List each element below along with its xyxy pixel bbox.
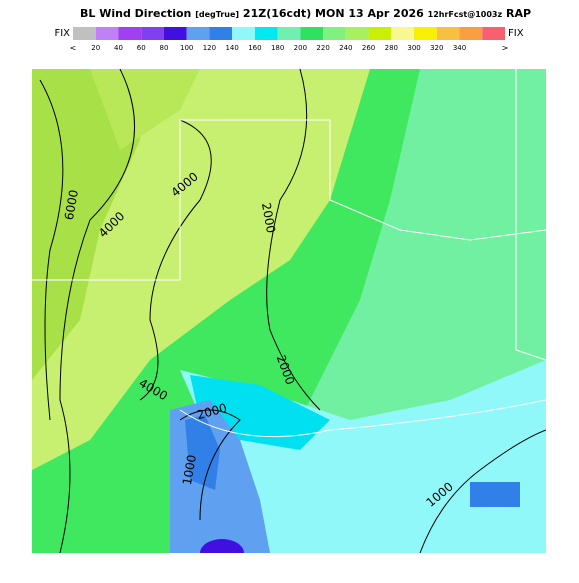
- region: [200, 539, 244, 553]
- contour-label: 1000: [180, 454, 199, 487]
- legend-swatch: [345, 27, 369, 40]
- legend-tick: 280: [385, 44, 398, 52]
- region: [470, 482, 520, 507]
- legend-end: >: [502, 44, 509, 53]
- legend-tick: 20: [91, 44, 100, 52]
- legend-swatch: [368, 27, 392, 40]
- legend-label: FIX: [54, 28, 70, 39]
- legend-swatch: [163, 27, 187, 40]
- legend-tick: 180: [271, 44, 284, 52]
- contour-label: 2000: [259, 202, 278, 235]
- legend-swatch: [277, 27, 301, 40]
- contours: [39, 69, 546, 553]
- legend-label: FIX: [508, 28, 524, 39]
- legend-tick: 220: [316, 44, 329, 52]
- legend-tick: 340: [453, 44, 466, 52]
- legend-tick: 300: [407, 44, 420, 52]
- title: BL Wind Direction [degTrue] 21Z(16cdt) M…: [80, 7, 531, 20]
- forecast: 12hrFcst@1003z: [428, 10, 503, 19]
- borders: [32, 69, 546, 438]
- contour-label: 6000: [62, 189, 81, 222]
- legend-tick: 60: [137, 44, 146, 52]
- legend-tick: 40: [114, 44, 123, 52]
- legend-swatch: [232, 27, 255, 40]
- title-main: BL Wind Direction: [80, 7, 191, 20]
- legend-swatch: [95, 27, 119, 40]
- region: [90, 69, 200, 150]
- legend-swatch: [391, 27, 415, 40]
- legend-swatch: [73, 27, 96, 40]
- legend-swatch: [254, 27, 278, 40]
- legend-tick: 260: [362, 44, 375, 52]
- legend: 20 40 60 80 100 120 140 160 180 200 220 240 260 280 30…: [54, 27, 524, 53]
- legend-tick: 100: [180, 44, 193, 52]
- legend-swatch: [323, 27, 346, 40]
- legend-swatch: [209, 27, 233, 40]
- legend-tick: 140: [225, 44, 238, 52]
- units: [degTrue]: [195, 10, 239, 19]
- legend-tick: 120: [203, 44, 216, 52]
- model: RAP: [506, 7, 531, 20]
- valid-time: 21Z(16cdt) MON 13 Apr 2026: [243, 7, 424, 20]
- legend-swatch: [141, 27, 164, 40]
- legend-swatch: [300, 27, 324, 40]
- legend-tick: 200: [294, 44, 307, 52]
- legend-tick: 320: [430, 44, 443, 52]
- legend-tick: 160: [248, 44, 261, 52]
- legend-end: <: [70, 44, 77, 53]
- legend-swatch: [118, 27, 142, 40]
- legend-swatch: [436, 27, 460, 40]
- legend-swatch: [186, 27, 210, 40]
- legend-swatch: [482, 27, 505, 40]
- legend-tick: 80: [159, 44, 168, 52]
- region: [185, 415, 220, 490]
- legend-swatch: [459, 27, 483, 40]
- legend-swatch: [414, 27, 437, 40]
- legend-tick: 240: [339, 44, 352, 52]
